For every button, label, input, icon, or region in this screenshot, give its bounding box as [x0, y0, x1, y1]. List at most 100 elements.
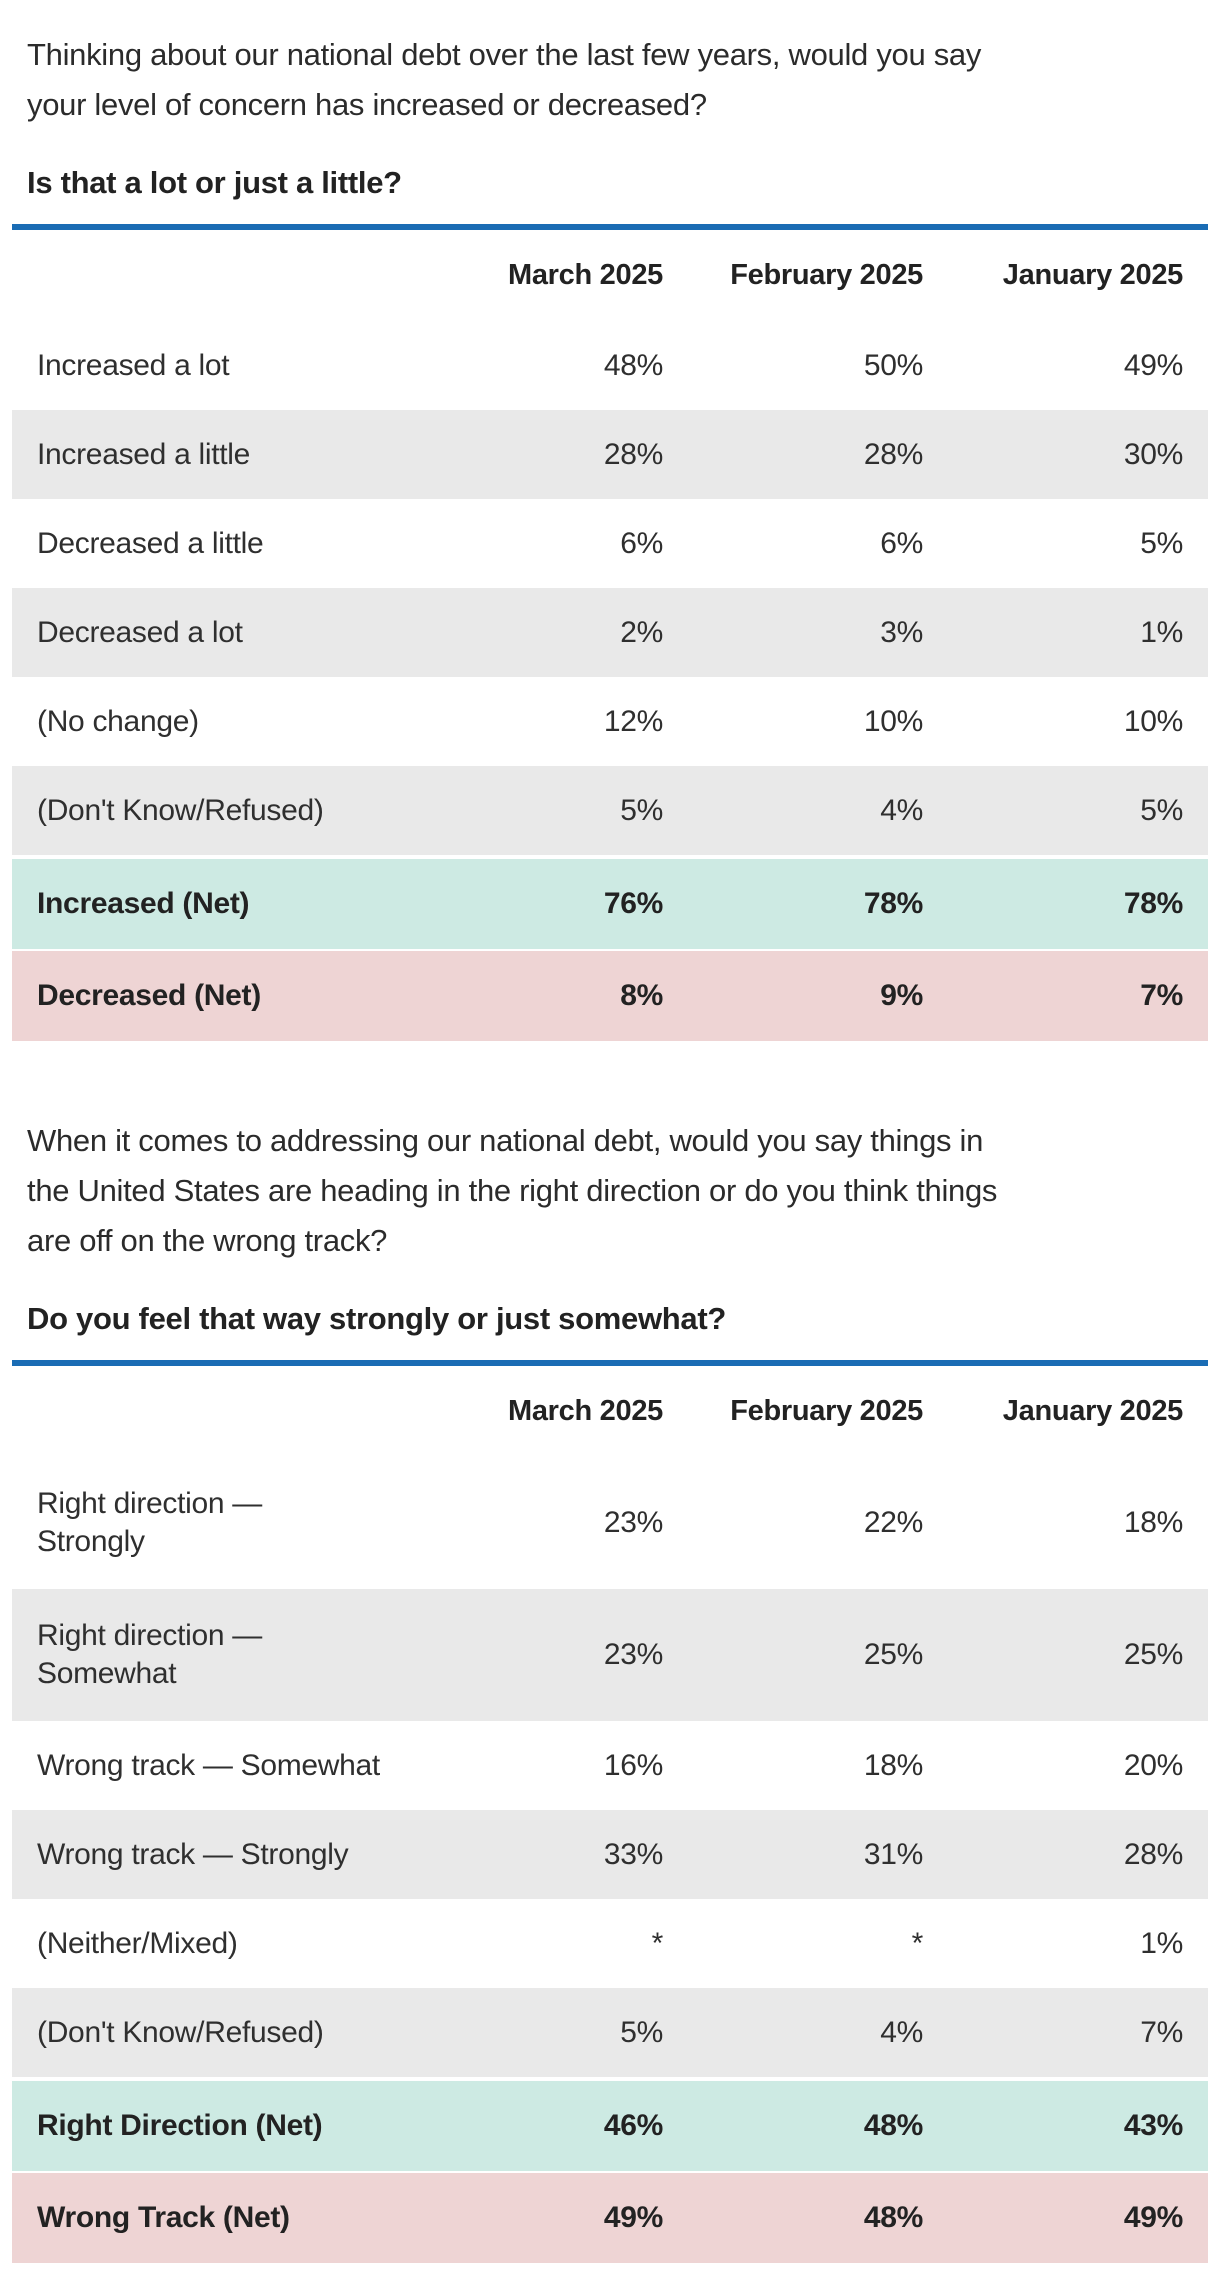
row-value: 28%	[863, 437, 923, 471]
row-value: 49%	[1123, 348, 1183, 382]
row-value: 1%	[1140, 1926, 1183, 1960]
table-row: Wrong track — Strongly 33% 31% 28%	[12, 1810, 1208, 1899]
row-value: 4%	[880, 793, 923, 827]
row-label: Wrong track — Somewhat	[37, 1748, 380, 1782]
row-value: 43%	[1123, 2109, 1183, 2142]
table-row: Decreased a little 6% 6% 5%	[12, 499, 1208, 588]
row-value: 8%	[620, 979, 663, 1012]
row-value: 18%	[1123, 1506, 1183, 1539]
row-value: 10%	[1123, 704, 1183, 738]
row-value: 30%	[1123, 437, 1183, 471]
table-row: Increased a little 28% 28% 30%	[12, 410, 1208, 499]
table-row: Increased a lot 48% 50% 49%	[12, 321, 1208, 410]
row-value: 18%	[863, 1748, 923, 1782]
table-body: Right direction — Strongly 23% 22% 18% Right…	[12, 1457, 1208, 2263]
accent-divider	[12, 1360, 1208, 1366]
table-row: Wrong track — Somewhat 16% 18% 20%	[12, 1721, 1208, 1810]
row-label: Right direction — Strongly	[37, 1487, 262, 1558]
row-label: Decreased a little	[37, 526, 264, 560]
question-text: When it comes to addressing our national…	[27, 1123, 998, 1258]
row-value: 48%	[603, 348, 663, 382]
question-text: Thinking about our national debt over th…	[27, 37, 982, 122]
row-value: 1%	[1140, 615, 1183, 649]
row-label: (Don't Know/Refused)	[37, 2015, 324, 2049]
row-value: 10%	[863, 704, 923, 738]
row-value: 48%	[863, 2201, 923, 2234]
column-header-march-2025: March 2025	[508, 1395, 663, 1427]
row-label: Right direction — Somewhat	[37, 1619, 262, 1690]
row-value: 49%	[1123, 2201, 1183, 2234]
row-label: Increased a little	[37, 437, 251, 471]
row-value: 23%	[603, 1506, 663, 1539]
row-value: 2%	[620, 615, 663, 649]
column-header-february-2025: February 2025	[730, 1395, 923, 1427]
row-value: 5%	[1140, 793, 1183, 827]
results-table-concern: March 2025 February 2025 January 2025 In…	[12, 230, 1208, 1041]
row-value: 6%	[620, 526, 663, 560]
row-label: Increased (Net)	[37, 887, 250, 920]
table-row: Wrong Track (Net) 49% 48% 49%	[12, 2173, 1208, 2263]
row-label: (No change)	[37, 704, 199, 738]
row-value: 16%	[603, 1748, 663, 1782]
table-header-row: March 2025 February 2025 January 2025	[12, 230, 1208, 321]
row-value: 33%	[603, 1837, 663, 1871]
question-section-concern: Thinking about our national debt over th…	[12, 30, 1208, 1041]
row-value: 7%	[1140, 979, 1183, 1012]
row-value: 28%	[1123, 1837, 1183, 1871]
row-value: 6%	[880, 526, 923, 560]
row-value: 23%	[603, 1638, 663, 1671]
table-row: Decreased a lot 2% 3% 1%	[12, 588, 1208, 677]
row-value: *	[651, 1926, 664, 1960]
row-value: 48%	[863, 2109, 923, 2142]
table-row: (Neither/Mixed) * * 1%	[12, 1899, 1208, 1988]
row-value: 25%	[1123, 1638, 1183, 1671]
row-value: *	[911, 1926, 924, 1960]
subquestion-text: Is that a lot or just a little?	[27, 165, 402, 200]
row-label: (Don't Know/Refused)	[37, 793, 324, 827]
row-value: 50%	[863, 348, 923, 382]
row-value: 76%	[603, 887, 663, 920]
question-section-direction: When it comes to addressing our national…	[12, 1116, 1208, 2263]
row-value: 25%	[863, 1638, 923, 1671]
row-value: 5%	[620, 793, 663, 827]
table-row: (No change) 12% 10% 10%	[12, 677, 1208, 766]
row-value: 5%	[620, 2015, 663, 2049]
row-label: Decreased a lot	[37, 615, 243, 649]
table-row: Right Direction (Net) 46% 48% 43%	[12, 2081, 1208, 2171]
subquestion-text: Do you feel that way strongly or just so…	[27, 1301, 727, 1336]
table-row: Right direction — Strongly 23% 22% 18%	[12, 1457, 1208, 1589]
row-value: 22%	[863, 1506, 923, 1539]
row-label: Right Direction (Net)	[37, 2109, 323, 2142]
row-label: Increased a lot	[37, 348, 230, 382]
row-label: Wrong Track (Net)	[37, 2201, 290, 2234]
accent-divider	[12, 224, 1208, 230]
table-row: (Don't Know/Refused) 5% 4% 5%	[12, 766, 1208, 855]
row-value: 9%	[880, 979, 923, 1012]
column-header-january-2025: January 2025	[1002, 1395, 1184, 1427]
row-value: 5%	[1140, 526, 1183, 560]
row-value: 4%	[880, 2015, 923, 2049]
row-value: 78%	[1123, 887, 1183, 920]
row-value: 28%	[603, 437, 663, 471]
results-table-direction: March 2025 February 2025 January 2025 Ri…	[12, 1366, 1208, 2263]
table-row: Decreased (Net) 8% 9% 7%	[12, 951, 1208, 1041]
table-body: Increased a lot 48% 50% 49% Increased a litt…	[12, 321, 1208, 1041]
row-value: 12%	[603, 704, 663, 738]
row-label: Decreased (Net)	[37, 979, 261, 1012]
table-row: (Don't Know/Refused) 5% 4% 7%	[12, 1988, 1208, 2077]
row-value: 46%	[603, 2109, 663, 2142]
table-row: Right direction — Somewhat 23% 25% 25%	[12, 1589, 1208, 1721]
column-header-march-2025: March 2025	[508, 259, 663, 291]
row-label: Wrong track — Strongly	[37, 1837, 349, 1871]
table-row: Increased (Net) 76% 78% 78%	[12, 859, 1208, 949]
row-value: 3%	[880, 615, 923, 649]
row-value: 7%	[1140, 2015, 1183, 2049]
row-value: 49%	[603, 2201, 663, 2234]
row-value: 31%	[863, 1837, 923, 1871]
row-label: (Neither/Mixed)	[37, 1926, 238, 1960]
row-value: 78%	[863, 887, 923, 920]
table-header-row: March 2025 February 2025 January 2025	[12, 1366, 1208, 1457]
column-header-january-2025: January 2025	[1002, 259, 1184, 291]
column-header-february-2025: February 2025	[730, 259, 923, 291]
